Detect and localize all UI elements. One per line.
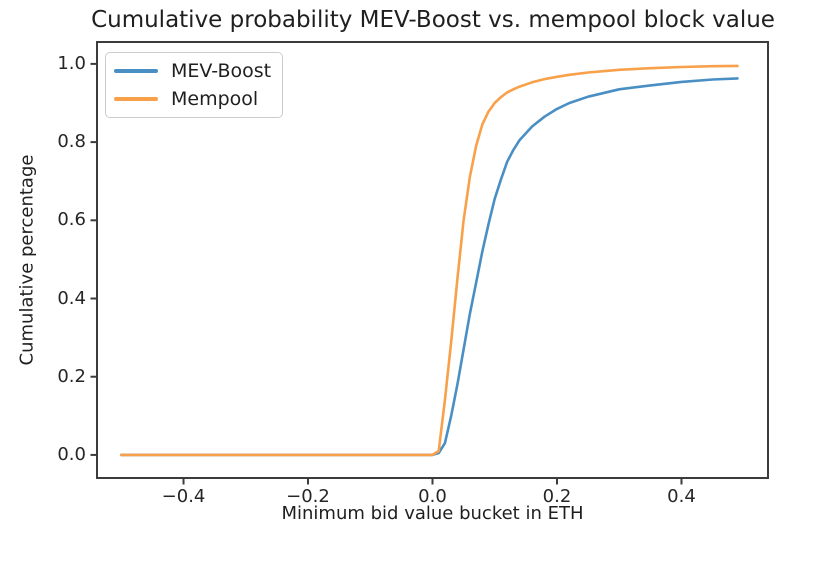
legend: MEV-Boost Mempool: [105, 52, 283, 118]
legend-line-swatch-mev-boost: [114, 69, 158, 73]
x-axis-label: Minimum bid value bucket in ETH: [281, 503, 584, 524]
y-tick-label: 0.0: [57, 443, 86, 465]
x-tick-label: 0.2: [542, 486, 572, 507]
y-tick-label: 0.6: [57, 209, 86, 231]
y-tick-label: 0.2: [57, 365, 86, 387]
series-line-mempool: [120, 64, 739, 457]
x-tick-label: 0.4: [667, 486, 696, 507]
legend-label-mev-boost: MEV-Boost: [171, 60, 272, 82]
series-line-mev-boost: [120, 77, 739, 457]
x-tick-label: 0.0: [418, 486, 447, 507]
x-tick-label: −0.2: [286, 486, 330, 507]
x-tick-label: −0.4: [161, 486, 206, 507]
y-tick-label: 0.8: [57, 131, 86, 153]
legend-line-swatch-mempool: [114, 97, 158, 101]
y-tick-label: 1.0: [57, 52, 86, 74]
legend-item-mev-boost: MEV-Boost: [106, 60, 282, 82]
legend-item-mempool: Mempool: [106, 88, 282, 110]
chart-title: Cumulative probability MEV-Boost vs. mem…: [91, 7, 775, 33]
y-tick-label: 0.4: [57, 287, 86, 309]
legend-label-mempool: Mempool: [171, 88, 259, 110]
